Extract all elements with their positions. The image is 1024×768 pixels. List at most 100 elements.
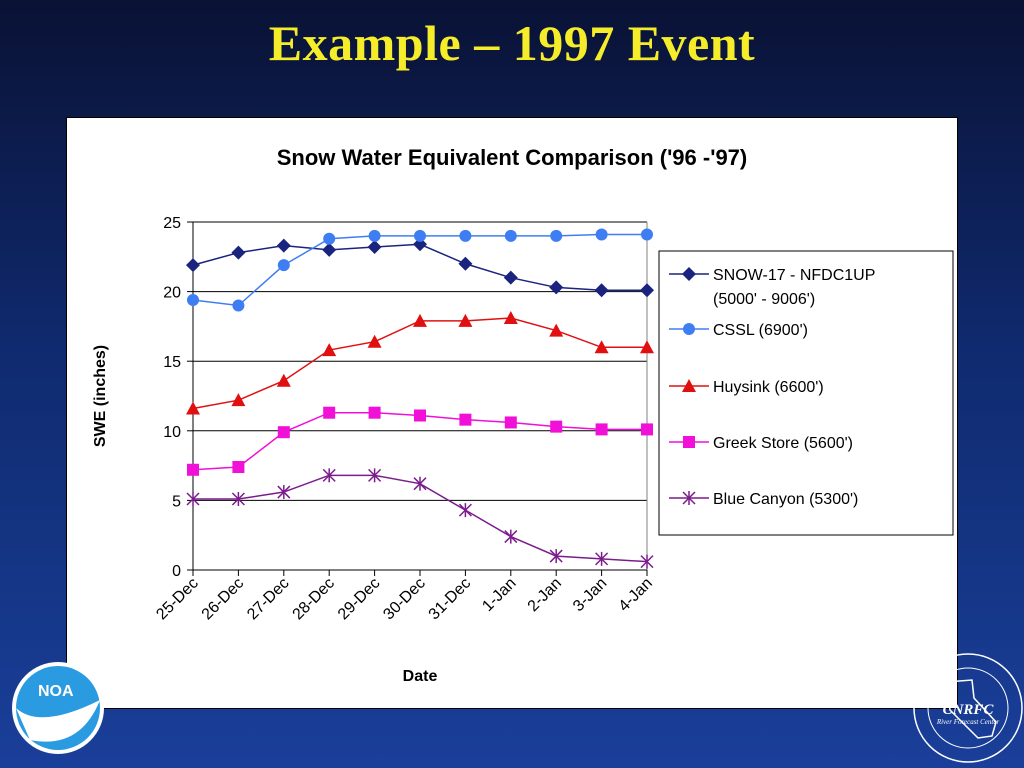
data-point <box>367 240 382 255</box>
y-tick-label: 25 <box>163 215 181 232</box>
data-point <box>277 259 290 272</box>
legend-label: Huysink (6600') <box>713 379 824 396</box>
data-point <box>186 401 200 415</box>
legend-swatch-marker <box>683 323 695 335</box>
y-tick-label: 20 <box>163 285 181 302</box>
legend-label: Blue Canyon (5300') <box>713 491 858 508</box>
data-point <box>504 416 517 429</box>
legend-label: CSSL (6900') <box>713 322 808 339</box>
nws-logo: CNRFC River Forecast Center <box>913 653 1023 763</box>
data-point <box>276 373 291 387</box>
y-tick-label: 10 <box>163 424 181 441</box>
legend-swatch-marker <box>682 379 696 392</box>
data-point <box>368 468 382 483</box>
legend-swatch-marker <box>682 267 696 281</box>
noaa-logo-text: NOA <box>38 683 74 700</box>
data-point <box>641 228 653 241</box>
data-point <box>277 485 291 500</box>
data-point <box>595 423 608 436</box>
x-tick-label: 31-Dec <box>426 575 474 623</box>
data-point <box>232 460 245 473</box>
series-1 <box>187 228 653 312</box>
series-2 <box>186 311 654 415</box>
legend-item: Blue Canyon (5300') <box>669 491 858 508</box>
data-point <box>504 529 518 544</box>
data-point <box>641 423 653 436</box>
cnrfc-logo-subtext: River Forecast Center <box>936 718 1000 726</box>
x-tick-label: 28-Dec <box>290 575 338 623</box>
slide-title: Example – 1997 Event <box>268 15 756 71</box>
legend-label: (5000' - 9006') <box>713 291 815 308</box>
x-tick-label: 1-Jan <box>479 575 519 615</box>
noaa-logo: NOA <box>12 662 104 754</box>
legend-item: CSSL (6900') <box>669 322 808 339</box>
series-3 <box>187 406 653 476</box>
data-point <box>458 503 472 518</box>
chart-panel: Snow Water Equivalent Comparison ('96 -'… <box>66 117 958 709</box>
x-tick-label: 25-Dec <box>153 575 201 623</box>
data-point <box>640 283 654 298</box>
data-point <box>414 229 426 242</box>
legend-item: SNOW-17 - NFDC1UP (5000' - 9006') <box>669 267 875 308</box>
legend-item: Huysink (6600') <box>669 379 824 396</box>
series-4 <box>186 468 654 569</box>
data-point <box>231 245 246 260</box>
data-point <box>413 313 427 327</box>
y-tick-label: 0 <box>172 563 181 580</box>
y-tick-label: 5 <box>172 493 181 510</box>
series-line <box>192 317 647 410</box>
legend-label: Greek Store (5600') <box>713 435 853 452</box>
data-point <box>549 323 564 337</box>
data-point <box>277 426 290 439</box>
data-point <box>186 492 200 507</box>
data-point <box>504 229 517 242</box>
data-point <box>458 313 473 327</box>
data-point <box>503 311 518 325</box>
data-point <box>595 551 609 566</box>
cnrfc-logo-text: CNRFC <box>943 702 995 718</box>
data-point <box>550 420 563 433</box>
data-point <box>323 406 336 419</box>
data-point <box>550 229 563 242</box>
data-point <box>231 393 246 407</box>
data-point <box>458 256 473 271</box>
y-axis-title: SWE (inches) <box>92 345 109 447</box>
data-point <box>187 293 199 306</box>
data-point <box>323 232 336 245</box>
x-tick-label: 3-Jan <box>570 575 610 615</box>
data-point <box>276 238 291 253</box>
line-chart: Snow Water Equivalent Comparison ('96 -'… <box>92 145 954 685</box>
data-point <box>549 549 563 564</box>
x-axis-title: Date <box>403 668 438 685</box>
data-point <box>232 299 245 312</box>
data-point <box>368 406 381 419</box>
legend-box <box>658 250 954 536</box>
x-tick-label: 4-Jan <box>616 575 656 615</box>
data-point <box>594 340 609 354</box>
x-tick-label: 29-Dec <box>335 575 383 623</box>
x-tick-label: 2-Jan <box>525 575 565 615</box>
data-point <box>368 229 381 242</box>
chart-title: Snow Water Equivalent Comparison ('96 -'… <box>277 145 748 170</box>
legend-swatch-marker <box>683 436 695 448</box>
legend-item: Greek Store (5600') <box>669 435 853 452</box>
data-point <box>594 283 609 298</box>
data-point <box>186 258 200 273</box>
x-tick-label: 27-Dec <box>244 575 292 623</box>
data-point <box>549 280 564 295</box>
data-point <box>322 343 337 357</box>
data-point <box>322 468 336 483</box>
series-0 <box>186 237 654 298</box>
data-point <box>322 242 337 257</box>
data-point <box>187 463 199 476</box>
y-tick-label: 15 <box>163 354 181 371</box>
x-tick-label: 30-Dec <box>380 575 428 623</box>
data-point <box>459 413 472 426</box>
data-point <box>414 409 426 422</box>
data-point <box>231 492 245 507</box>
x-tick-label: 26-Dec <box>199 575 247 623</box>
data-point <box>503 270 518 285</box>
legend-label: SNOW-17 - NFDC1UP <box>713 267 875 284</box>
data-point <box>459 229 472 242</box>
data-point <box>413 476 427 491</box>
